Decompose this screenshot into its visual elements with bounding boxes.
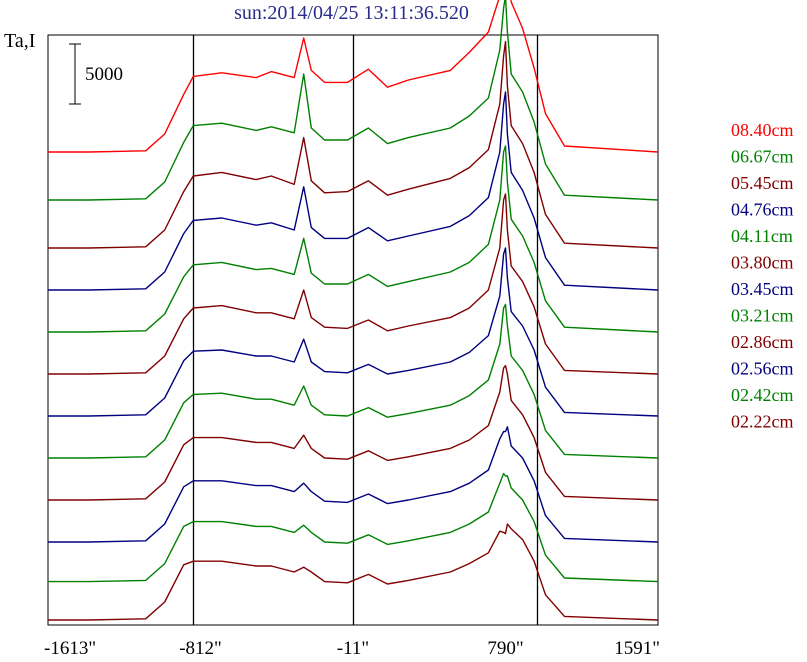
legend-entry-3: 04.76cm [731, 200, 794, 220]
x-tick-labels: -1613" -812" -11" 790" 1591" [44, 638, 660, 659]
legend-entry-11: 02.22cm [731, 412, 794, 432]
legend-entry-4: 04.11cm [731, 226, 793, 246]
series-line-9 [48, 426, 659, 543]
series-line-11 [48, 523, 659, 621]
chart-title: sun:2014/04/25 13:11:36.520 [234, 2, 469, 24]
series-line-1 [48, 0, 659, 201]
series-line-4 [48, 145, 659, 333]
series-line-2 [48, 40, 659, 249]
x-tick-label-3: 790" [487, 638, 523, 659]
x-tick-label-0: -1613" [44, 638, 96, 659]
legend-entry-5: 03.80cm [731, 253, 794, 273]
legend-entry-10: 02.42cm [731, 385, 794, 405]
series-line-0 [48, 0, 659, 153]
series-line-3 [48, 91, 659, 291]
series-line-8 [48, 364, 659, 501]
y-axis-label: Ta,I [4, 30, 36, 52]
legend-entry-6: 03.45cm [731, 279, 794, 299]
series-lines [48, 0, 659, 621]
x-tick-label-4: 1591" [614, 638, 660, 659]
legend-entry-8: 02.86cm [731, 332, 794, 352]
legend-entry-0: 08.40cm [731, 120, 794, 140]
legend: 08.40cm 06.67cm 05.45cm 04.76cm 04.11cm 03.80… [731, 120, 794, 432]
series-line-5 [48, 193, 659, 375]
legend-entry-1: 06.67cm [731, 147, 794, 167]
legend-entry-7: 03.21cm [731, 306, 794, 326]
scale-bar: 5000 [69, 43, 123, 105]
series-line-7 [48, 303, 659, 459]
x-tick-label-2: -11" [337, 638, 369, 659]
legend-entry-9: 02.56cm [731, 359, 794, 379]
series-line-6 [48, 247, 659, 417]
legend-entry-2: 05.45cm [731, 173, 794, 193]
scale-bar-label: 5000 [85, 64, 123, 85]
x-tick-label-1: -812" [179, 638, 222, 659]
series-line-10 [48, 472, 659, 583]
